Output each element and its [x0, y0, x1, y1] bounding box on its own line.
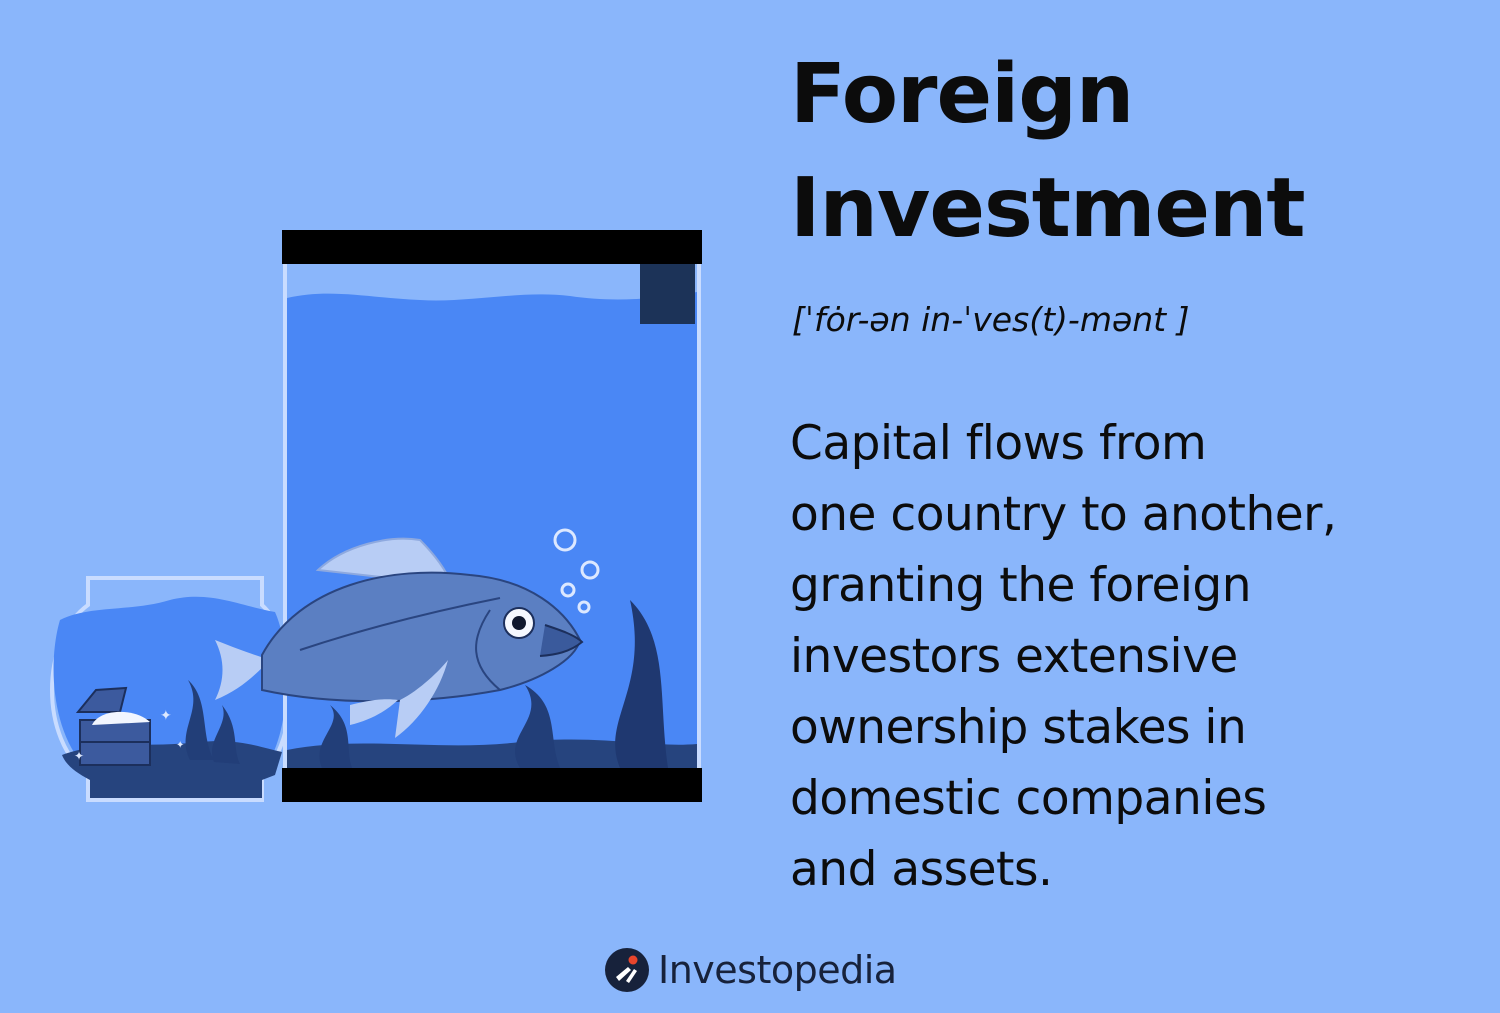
fishbowl: ✦ ✦ ✦: [50, 576, 293, 802]
investopedia-logo-icon: [605, 948, 649, 992]
aquarium-tank: [282, 230, 702, 802]
brand-name: Investopedia: [658, 948, 897, 992]
definition-line: granting the foreign: [790, 558, 1252, 613]
definition-line: and assets.: [790, 842, 1053, 897]
definition-line: one country to another,: [790, 487, 1337, 542]
svg-text:✦: ✦: [160, 708, 172, 724]
page-title: Foreign Investment: [790, 38, 1306, 266]
treasure-chest-icon: [75, 686, 151, 766]
svg-text:✦: ✦: [176, 740, 184, 751]
definition-text: Capital flows from one country to anothe…: [790, 408, 1337, 905]
definition-line: domestic companies: [790, 771, 1267, 826]
title-line: Investment: [790, 161, 1306, 256]
title-line: Foreign: [790, 47, 1134, 142]
tank-bottom-frame: [282, 768, 702, 802]
brand-logo: Investopedia: [604, 943, 897, 997]
pronunciation: [ˈfȯr-ən in-ˈves(t)-mənt ]: [792, 300, 1190, 339]
definition-line: ownership stakes in: [790, 700, 1247, 755]
tank-top-frame: [282, 230, 702, 264]
svg-text:✦: ✦: [74, 749, 84, 763]
definition-line: Capital flows from: [790, 416, 1207, 471]
definition-line: investors extensive: [790, 629, 1238, 684]
aquarium-illustration: ✦ ✦ ✦: [50, 230, 702, 802]
fish-icon: [215, 537, 584, 738]
